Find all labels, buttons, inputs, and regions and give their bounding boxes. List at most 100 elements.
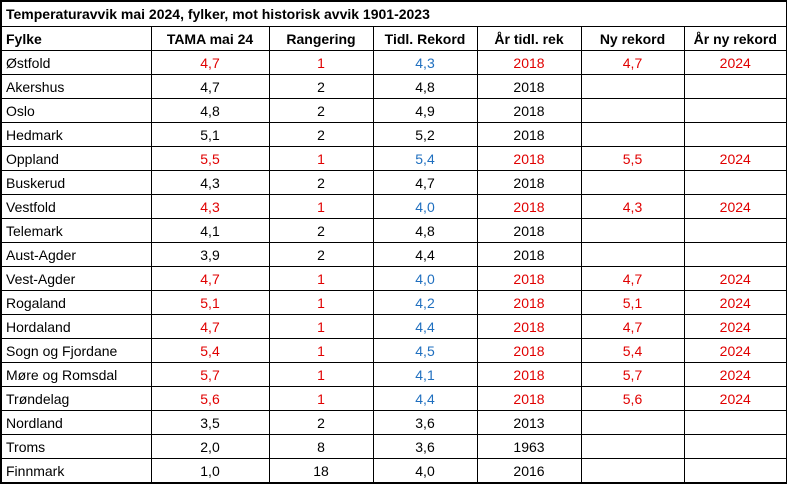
cell-rangering[interactable]: 8 xyxy=(268,434,374,459)
cell-ny-rekord[interactable]: 4,7 xyxy=(580,50,685,75)
cell-rangering[interactable]: 1 xyxy=(268,194,374,219)
cell-fylke[interactable]: Møre og Romsdal xyxy=(0,362,152,387)
cell-tama[interactable]: 3,5 xyxy=(150,410,270,435)
cell-ar-ny-rekord[interactable] xyxy=(683,98,787,123)
cell-ar-tidl-rek[interactable]: 2018 xyxy=(476,266,582,291)
header-ar-tidl-rek[interactable]: År tidl. rek xyxy=(476,26,582,51)
cell-ar-tidl-rek[interactable]: 2018 xyxy=(476,218,582,243)
cell-tama[interactable]: 4,7 xyxy=(150,74,270,99)
cell-ar-ny-rekord[interactable] xyxy=(683,458,787,484)
cell-ar-tidl-rek[interactable]: 1963 xyxy=(476,434,582,459)
cell-rangering[interactable]: 2 xyxy=(268,218,374,243)
cell-ar-ny-rekord[interactable]: 2024 xyxy=(683,362,787,387)
cell-ar-ny-rekord[interactable]: 2024 xyxy=(683,146,787,171)
cell-ar-ny-rekord[interactable]: 2024 xyxy=(683,386,787,411)
cell-ar-tidl-rek[interactable]: 2018 xyxy=(476,290,582,315)
cell-rangering[interactable]: 1 xyxy=(268,290,374,315)
cell-fylke[interactable]: Troms xyxy=(0,434,152,459)
cell-ar-ny-rekord[interactable] xyxy=(683,122,787,147)
cell-ny-rekord[interactable] xyxy=(580,242,685,267)
cell-tidl-rekord[interactable]: 4,8 xyxy=(372,218,478,243)
cell-tama[interactable]: 3,9 xyxy=(150,242,270,267)
cell-tama[interactable]: 2,0 xyxy=(150,434,270,459)
cell-ar-tidl-rek[interactable]: 2016 xyxy=(476,458,582,484)
cell-tama[interactable]: 4,7 xyxy=(150,266,270,291)
cell-fylke[interactable]: Telemark xyxy=(0,218,152,243)
cell-tama[interactable]: 4,7 xyxy=(150,50,270,75)
cell-tidl-rekord[interactable]: 4,8 xyxy=(372,74,478,99)
cell-tidl-rekord[interactable]: 3,6 xyxy=(372,434,478,459)
cell-fylke[interactable]: Aust-Agder xyxy=(0,242,152,267)
cell-tama[interactable]: 4,8 xyxy=(150,98,270,123)
cell-ar-tidl-rek[interactable]: 2013 xyxy=(476,410,582,435)
cell-ny-rekord[interactable]: 5,6 xyxy=(580,386,685,411)
cell-tidl-rekord[interactable]: 4,0 xyxy=(372,458,478,484)
cell-rangering[interactable]: 1 xyxy=(268,362,374,387)
cell-ar-ny-rekord[interactable]: 2024 xyxy=(683,314,787,339)
cell-ar-ny-rekord[interactable]: 2024 xyxy=(683,290,787,315)
cell-ar-ny-rekord[interactable]: 2024 xyxy=(683,194,787,219)
cell-ar-tidl-rek[interactable]: 2018 xyxy=(476,362,582,387)
cell-ny-rekord[interactable]: 5,4 xyxy=(580,338,685,363)
cell-tidl-rekord[interactable]: 4,4 xyxy=(372,386,478,411)
cell-ar-ny-rekord[interactable] xyxy=(683,74,787,99)
cell-ar-tidl-rek[interactable]: 2018 xyxy=(476,146,582,171)
cell-tama[interactable]: 5,1 xyxy=(150,290,270,315)
cell-ar-tidl-rek[interactable]: 2018 xyxy=(476,74,582,99)
cell-tama[interactable]: 5,7 xyxy=(150,362,270,387)
cell-tama[interactable]: 4,1 xyxy=(150,218,270,243)
cell-tidl-rekord[interactable]: 5,4 xyxy=(372,146,478,171)
header-fylke[interactable]: Fylke xyxy=(0,26,152,51)
cell-rangering[interactable]: 1 xyxy=(268,266,374,291)
cell-ar-tidl-rek[interactable]: 2018 xyxy=(476,386,582,411)
cell-ny-rekord[interactable]: 5,7 xyxy=(580,362,685,387)
cell-tidl-rekord[interactable]: 4,2 xyxy=(372,290,478,315)
cell-ar-ny-rekord[interactable] xyxy=(683,170,787,195)
cell-fylke[interactable]: Nordland xyxy=(0,410,152,435)
cell-ar-ny-rekord[interactable]: 2024 xyxy=(683,50,787,75)
cell-fylke[interactable]: Hordaland xyxy=(0,314,152,339)
cell-tidl-rekord[interactable]: 3,6 xyxy=(372,410,478,435)
cell-fylke[interactable]: Finnmark xyxy=(0,458,152,484)
cell-fylke[interactable]: Rogaland xyxy=(0,290,152,315)
cell-ny-rekord[interactable] xyxy=(580,218,685,243)
cell-ar-tidl-rek[interactable]: 2018 xyxy=(476,170,582,195)
cell-ar-ny-rekord[interactable] xyxy=(683,434,787,459)
cell-ny-rekord[interactable]: 4,7 xyxy=(580,266,685,291)
cell-tidl-rekord[interactable]: 4,9 xyxy=(372,98,478,123)
cell-ar-tidl-rek[interactable]: 2018 xyxy=(476,50,582,75)
header-ny-rekord[interactable]: Ny rekord xyxy=(580,26,685,51)
cell-ny-rekord[interactable]: 5,1 xyxy=(580,290,685,315)
cell-rangering[interactable]: 1 xyxy=(268,386,374,411)
cell-rangering[interactable]: 2 xyxy=(268,74,374,99)
cell-ny-rekord[interactable] xyxy=(580,170,685,195)
cell-rangering[interactable]: 2 xyxy=(268,410,374,435)
cell-ny-rekord[interactable] xyxy=(580,122,685,147)
cell-tama[interactable]: 4,7 xyxy=(150,314,270,339)
cell-tama[interactable]: 5,4 xyxy=(150,338,270,363)
cell-ny-rekord[interactable] xyxy=(580,458,685,484)
cell-tidl-rekord[interactable]: 5,2 xyxy=(372,122,478,147)
cell-tama[interactable]: 1,0 xyxy=(150,458,270,484)
cell-ar-tidl-rek[interactable]: 2018 xyxy=(476,122,582,147)
cell-fylke[interactable]: Oppland xyxy=(0,146,152,171)
cell-tidl-rekord[interactable]: 4,3 xyxy=(372,50,478,75)
cell-tidl-rekord[interactable]: 4,1 xyxy=(372,362,478,387)
cell-tidl-rekord[interactable]: 4,7 xyxy=(372,170,478,195)
cell-rangering[interactable]: 1 xyxy=(268,50,374,75)
cell-tama[interactable]: 5,5 xyxy=(150,146,270,171)
cell-rangering[interactable]: 2 xyxy=(268,98,374,123)
cell-ny-rekord[interactable]: 4,7 xyxy=(580,314,685,339)
cell-tidl-rekord[interactable]: 4,4 xyxy=(372,314,478,339)
cell-ny-rekord[interactable] xyxy=(580,98,685,123)
cell-ar-ny-rekord[interactable] xyxy=(683,218,787,243)
cell-fylke[interactable]: Hedmark xyxy=(0,122,152,147)
cell-ar-tidl-rek[interactable]: 2018 xyxy=(476,314,582,339)
cell-fylke[interactable]: Buskerud xyxy=(0,170,152,195)
cell-tidl-rekord[interactable]: 4,0 xyxy=(372,194,478,219)
header-rangering[interactable]: Rangering xyxy=(268,26,374,51)
header-ar-ny-rekord[interactable]: År ny rekord xyxy=(683,26,787,51)
cell-tama[interactable]: 4,3 xyxy=(150,170,270,195)
cell-tidl-rekord[interactable]: 4,0 xyxy=(372,266,478,291)
cell-fylke[interactable]: Vest-Agder xyxy=(0,266,152,291)
